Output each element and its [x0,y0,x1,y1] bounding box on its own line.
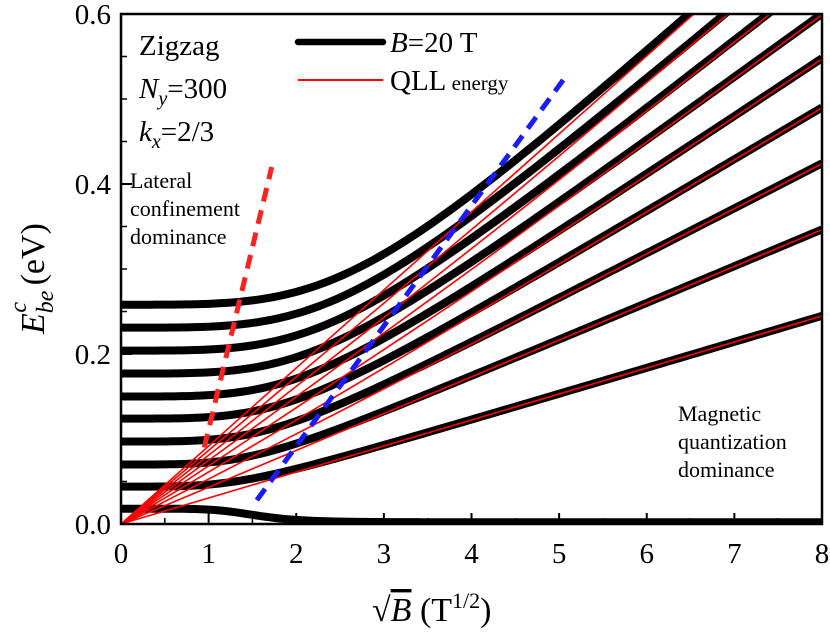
y-tick-label: 0.4 [75,169,112,201]
magnetic-quantization-boundary [254,72,570,502]
legend-label-b20: B=20 T [390,27,478,59]
annotation-kx: kx=2/3 [139,116,214,153]
x-tick-label: 1 [201,538,216,570]
qll-line-n9 [121,14,695,524]
qll-line-n3 [121,162,822,524]
x-tick-label: 5 [552,538,567,570]
qll-line-n1 [121,315,822,524]
x-tick-label: 2 [289,538,304,570]
boundary-layer [201,72,570,502]
annotation-lateral-line3: dominance [130,224,227,249]
x-tick-label: 7 [727,538,742,570]
y-tick-label: 0.0 [75,509,111,541]
x-axis-title: √B (T1/2) [372,588,492,629]
curves-layer [121,14,822,524]
annotation-system: Zigzag [139,30,220,62]
qll-line-n5 [121,58,822,524]
legend-label-qll: QLL energy [390,65,509,97]
qll-line-n4 [121,107,822,524]
b20-curve-n5 [121,54,822,401]
b20-curve-n8 [121,14,732,332]
annotation-lateral-line1: Lateral [130,168,192,193]
annotation-lateral-line2: confinement [130,196,240,221]
y-axis-title: Ebec (eV) [6,223,59,335]
annotation-magnetic-line1: Magnetic [678,401,761,426]
lateral-confinement-boundary [201,166,275,449]
y-tick-label: 0.6 [75,0,111,31]
qll-line-n2 [121,228,822,524]
y-tick-label: 0.2 [75,339,111,371]
x-tick-label: 3 [377,538,392,570]
x-tick-label: 0 [114,538,129,570]
x-tick-label: 4 [464,538,479,570]
legend: B=20 T QLL energy [294,27,509,97]
annotation-magnetic-line3: dominance [678,457,775,482]
annotation-ny: Ny=300 [138,73,227,110]
x-tick-label: 6 [640,538,655,570]
b20-curve-n6 [121,14,822,378]
qll-line-n7 [121,14,772,524]
ticks-layer: 0 1 2 3 4 5 6 7 8 0.0 0.2 0.4 0.6 [75,0,830,570]
x-tick-label: 8 [815,538,830,570]
qll-line-n8 [121,14,730,524]
qll-line-n6 [121,14,822,524]
b20-curve-n7 [121,14,775,355]
annotation-magnetic-line2: quantization [678,429,787,454]
